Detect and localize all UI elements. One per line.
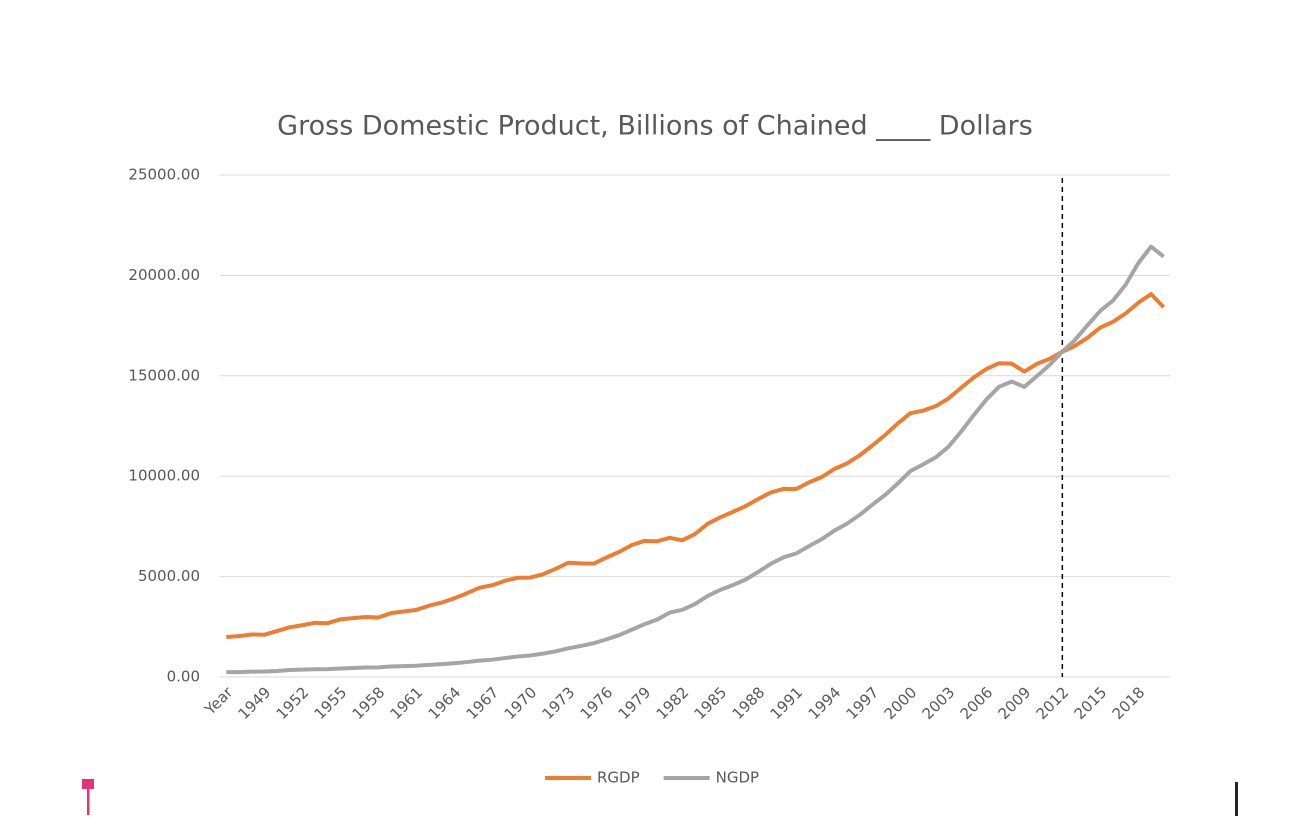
x-tick-label: 2006	[957, 683, 997, 723]
x-tick-label: 1976	[577, 683, 617, 723]
x-tick-label: 1991	[767, 683, 807, 723]
x-tick-label: 1955	[311, 683, 351, 723]
marker	[82, 779, 94, 789]
x-tick-label: 1952	[273, 683, 313, 723]
x-tick-label: 1985	[691, 683, 731, 723]
x-tick-label: 1964	[425, 683, 465, 723]
x-tick-label: 1982	[653, 683, 693, 723]
x-tick-label: 1961	[387, 683, 427, 723]
x-tick-label: 1973	[539, 683, 579, 723]
x-tick-label: 2015	[1071, 683, 1111, 723]
x-tick-label: 2018	[1109, 683, 1149, 723]
series-line	[226, 244, 1165, 675]
x-tick-label: 2003	[919, 683, 959, 723]
x-tick-label: 1958	[349, 683, 389, 723]
y-tick-label: 15000.00	[128, 366, 200, 384]
x-tick-label: 1997	[843, 683, 883, 723]
x-tick-label: 2000	[881, 683, 921, 723]
x-tick-label: 2012	[1033, 683, 1073, 723]
x-tick-label: 1994	[805, 683, 845, 723]
y-tick-label: 10000.00	[128, 467, 200, 485]
y-tick-label: 25000.00	[128, 166, 200, 184]
legend-label: RGDP	[597, 769, 640, 787]
marker-stem	[87, 785, 90, 815]
x-tick-label: Year	[200, 683, 236, 719]
x-tick-label: 1949	[235, 683, 275, 723]
x-tick-label: 1988	[729, 683, 769, 723]
series-line	[226, 292, 1166, 640]
legend-label: NGDP	[716, 769, 759, 787]
y-tick-label: 0.00	[167, 668, 200, 686]
y-tick-label: 5000.00	[138, 567, 200, 585]
x-tick-label: 1967	[463, 683, 503, 723]
x-tick-label: 1970	[501, 683, 541, 723]
chart-title: Gross Domestic Product, Billions of Chai…	[277, 111, 1033, 142]
y-tick-label: 20000.00	[128, 266, 200, 284]
x-tick-label: 1979	[615, 683, 655, 723]
x-tick-label: 2009	[995, 683, 1035, 723]
text-cursor	[1235, 782, 1238, 816]
